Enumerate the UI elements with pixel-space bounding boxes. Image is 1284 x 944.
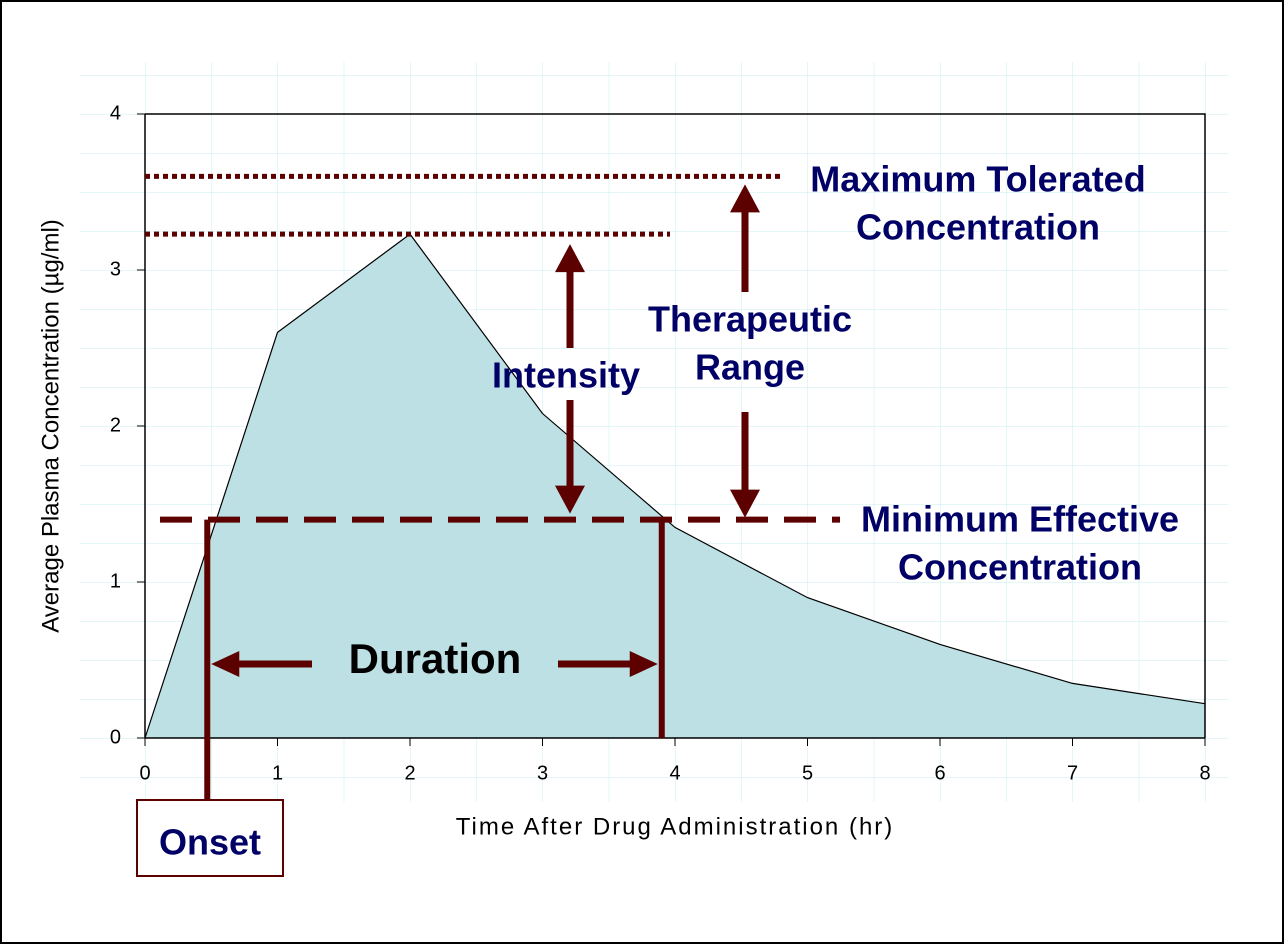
y-tick-label: 1 <box>110 570 121 592</box>
x-tick-label: 1 <box>272 762 283 784</box>
min-effective-label: Minimum Effective <box>861 499 1179 540</box>
onset-label: Onset <box>159 822 261 863</box>
y-tick-label: 0 <box>110 726 121 748</box>
intensity-arrow-up-head <box>555 244 585 273</box>
therapeutic-label: Range <box>695 347 805 388</box>
duration-arrow-right-head <box>629 651 658 677</box>
therapeutic-label: Therapeutic <box>648 299 852 340</box>
min-effective-label: Concentration <box>898 547 1142 588</box>
duration-arrow-left-head <box>211 651 240 677</box>
x-tick-label: 0 <box>139 762 150 784</box>
y-axis-label: Average Plasma Concentration (µg/ml) <box>37 219 64 633</box>
intensity-arrow-down-head <box>555 485 585 514</box>
plot-frame <box>145 113 1206 738</box>
duration-label: Duration <box>349 635 522 682</box>
therapeutic-arrow-down-head <box>730 489 760 518</box>
y-tick-label: 3 <box>110 258 121 280</box>
area-line <box>144 233 1206 739</box>
max-tolerated-label: Concentration <box>856 207 1100 248</box>
x-tick-label: 8 <box>1199 762 1210 784</box>
y-tick-label: 2 <box>110 414 121 436</box>
x-tick-label: 4 <box>669 762 680 784</box>
intensity-label: Intensity <box>492 355 640 396</box>
x-tick-label: 7 <box>1067 762 1078 784</box>
therapeutic-arrow-up-head <box>730 184 760 213</box>
x-tick-label: 2 <box>404 762 415 784</box>
max-tolerated-label: Maximum Tolerated <box>810 159 1145 200</box>
x-tick-label: 3 <box>537 762 548 784</box>
y-tick-label: 4 <box>110 102 121 124</box>
onset-box <box>136 799 284 877</box>
x-axis-label: Time After Drug Administration (hr) <box>456 813 895 840</box>
x-tick-label: 5 <box>802 762 813 784</box>
area <box>145 234 1205 738</box>
x-tick-label: 6 <box>934 762 945 784</box>
